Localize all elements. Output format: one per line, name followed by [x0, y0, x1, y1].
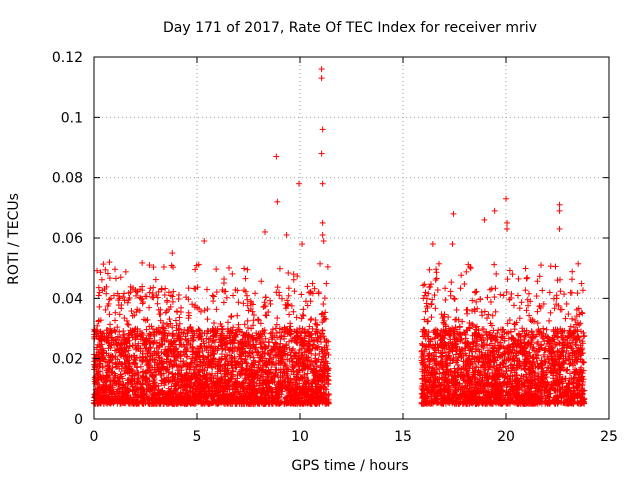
- data-point: [146, 262, 153, 269]
- data-point: [113, 336, 120, 343]
- data-point: [273, 321, 280, 328]
- data-point: [300, 306, 307, 313]
- data-point: [213, 306, 220, 313]
- data-point: [226, 264, 233, 271]
- data-point: [220, 299, 227, 306]
- data-point: [240, 300, 247, 307]
- data-points: [91, 66, 588, 407]
- data-point: [150, 284, 157, 291]
- data-point: [152, 276, 159, 283]
- data-point: [204, 316, 211, 323]
- data-point: [241, 321, 248, 328]
- data-point: [210, 298, 217, 305]
- data-point: [95, 284, 102, 291]
- data-point: [166, 316, 173, 323]
- data-point: [100, 261, 107, 268]
- grid-lines: [94, 57, 609, 419]
- data-point: [284, 356, 291, 363]
- data-point: [245, 324, 252, 331]
- chart-title: Day 171 of 2017, Rate Of TEC Index for r…: [163, 20, 537, 36]
- data-point: [161, 292, 168, 299]
- data-point: [116, 293, 123, 300]
- data-point: [290, 308, 297, 315]
- data-point: [203, 286, 210, 293]
- data-point: [252, 290, 259, 297]
